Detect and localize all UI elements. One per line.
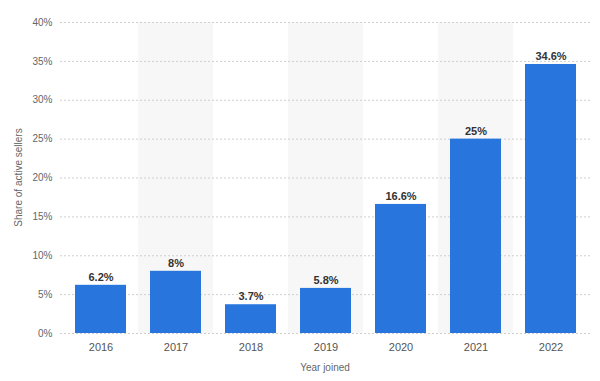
svg-text:20%: 20% bbox=[32, 172, 52, 183]
svg-text:15%: 15% bbox=[32, 211, 52, 222]
svg-text:6.2%: 6.2% bbox=[88, 271, 113, 283]
svg-text:25%: 25% bbox=[32, 133, 52, 144]
svg-text:Share of active sellers: Share of active sellers bbox=[13, 128, 24, 226]
svg-text:2021: 2021 bbox=[464, 341, 488, 353]
svg-text:35%: 35% bbox=[32, 56, 52, 67]
svg-text:2020: 2020 bbox=[389, 341, 413, 353]
svg-text:2019: 2019 bbox=[314, 341, 338, 353]
svg-text:34.6%: 34.6% bbox=[535, 50, 566, 62]
svg-text:25%: 25% bbox=[465, 125, 487, 137]
svg-text:2016: 2016 bbox=[89, 341, 113, 353]
svg-text:16.6%: 16.6% bbox=[385, 190, 416, 202]
svg-text:2017: 2017 bbox=[164, 341, 188, 353]
svg-text:5.8%: 5.8% bbox=[313, 274, 338, 286]
svg-text:10%: 10% bbox=[32, 250, 52, 261]
svg-text:3.7%: 3.7% bbox=[238, 290, 263, 302]
svg-text:Year joined: Year joined bbox=[300, 362, 350, 373]
svg-text:40%: 40% bbox=[32, 17, 52, 28]
svg-text:8%: 8% bbox=[168, 257, 184, 269]
svg-text:2018: 2018 bbox=[239, 341, 263, 353]
svg-text:2022: 2022 bbox=[539, 341, 563, 353]
svg-text:0%: 0% bbox=[38, 328, 53, 339]
svg-text:30%: 30% bbox=[32, 94, 52, 105]
svg-text:5%: 5% bbox=[38, 289, 53, 300]
